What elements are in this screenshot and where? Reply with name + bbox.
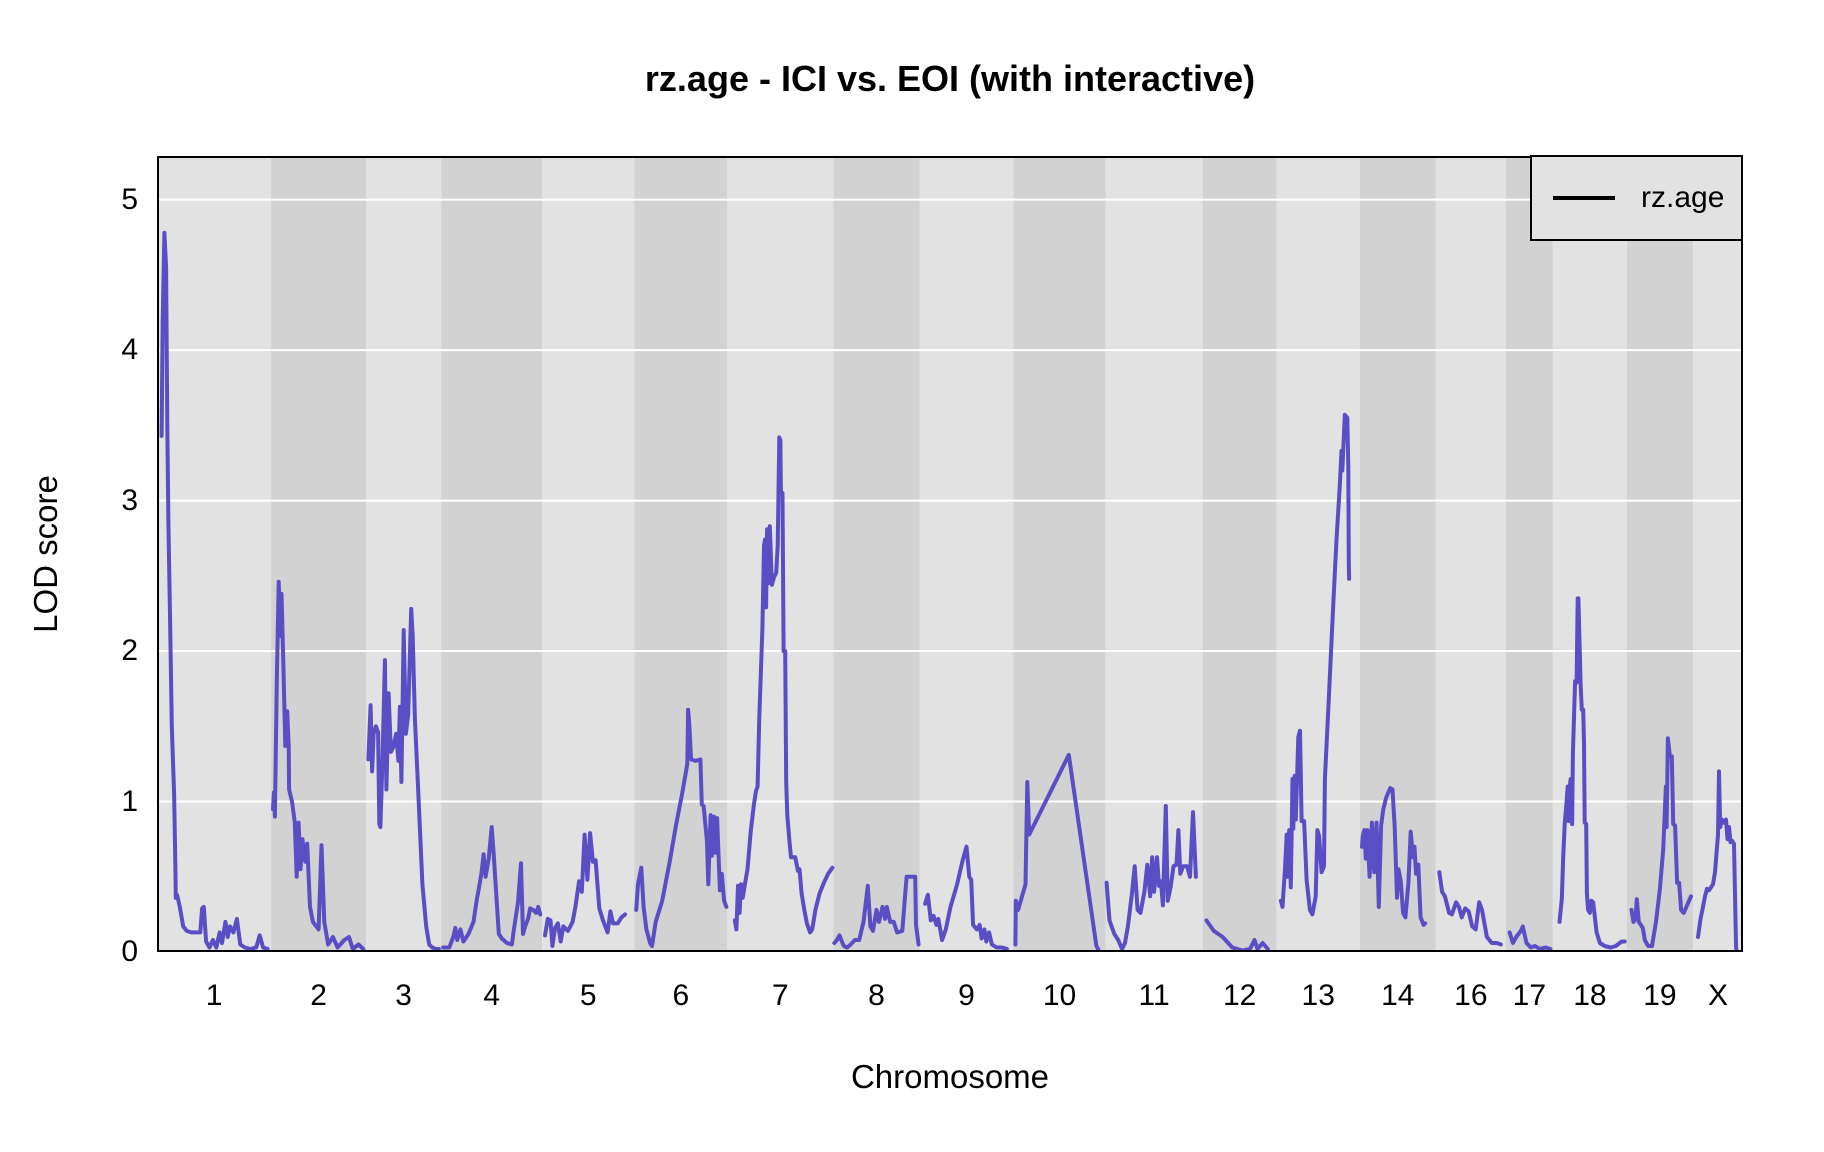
x-tick-label-4: 4	[483, 979, 501, 1012]
y-tick-label-3: 3	[121, 483, 138, 517]
lod-curve-chr17	[1507, 924, 1553, 951]
x-tick-label-X: X	[1707, 979, 1728, 1012]
chromosome-band-9	[919, 156, 1014, 952]
chromosome-band-12	[1202, 156, 1277, 952]
lod-curve-chart	[157, 156, 1743, 954]
plot-area	[157, 156, 1743, 954]
x-tick-label-16: 16	[1454, 979, 1488, 1012]
lod-curve-chr5	[543, 831, 628, 948]
x-tick-label-14: 14	[1381, 979, 1415, 1012]
legend-box: rz.age	[1530, 155, 1743, 241]
x-tick-label-19: 19	[1643, 979, 1677, 1012]
x-tick-label-2: 2	[310, 979, 327, 1012]
lod-curve-chr1	[159, 230, 270, 951]
x-axis-title: Chromosome	[850, 1058, 1050, 1095]
x-tick-label-13: 13	[1301, 979, 1335, 1012]
y-tick-label-1: 1	[121, 784, 138, 818]
y-tick-label-2: 2	[121, 634, 138, 668]
lod-curve-chr19	[1629, 736, 1693, 948]
x-tick-label-1: 1	[205, 979, 223, 1012]
lod-curve-chr18	[1557, 596, 1627, 950]
lod-curve-chr9	[923, 844, 1009, 951]
chromosome-band-17	[1505, 156, 1553, 952]
lod-curve-chr3	[366, 606, 441, 951]
lod-curve-chr14	[1360, 786, 1428, 927]
y-tick-label-0: 0	[121, 935, 138, 968]
lod-curve-chr2	[271, 579, 366, 951]
chromosome-band-7	[727, 156, 834, 952]
plot-border	[157, 156, 1743, 952]
lod-curve-chr12	[1204, 918, 1270, 953]
lod-curve-chr10	[1013, 752, 1101, 951]
chart-title: rz.age - ICI vs. EOI (with interactive)	[644, 58, 1256, 99]
chromosome-band-2	[271, 156, 367, 952]
lod-curve-chr13	[1278, 412, 1352, 917]
lod-curve-chr8	[832, 874, 921, 950]
x-tick-label-11: 11	[1138, 979, 1170, 1012]
chromosome-band-16	[1435, 156, 1506, 952]
chromosome-band-8	[833, 156, 920, 952]
x-tick-label-12: 12	[1222, 979, 1257, 1012]
x-tick-label-10: 10	[1042, 979, 1077, 1012]
lod-curve-chr4	[441, 825, 543, 950]
x-tick-label-8: 8	[868, 979, 885, 1012]
x-tick-label-9: 9	[958, 979, 975, 1012]
lod-curve-chr11	[1104, 804, 1198, 951]
x-tick-label-18: 18	[1573, 979, 1607, 1012]
lod-curve-chr16	[1437, 870, 1503, 947]
x-tick-label-3: 3	[395, 979, 412, 1012]
x-tick-label-17: 17	[1512, 979, 1547, 1012]
chromosome-band-3	[366, 156, 442, 952]
legend-line-sample-icon	[1553, 196, 1615, 200]
x-tick-label-5: 5	[579, 979, 597, 1012]
chromosome-band-5	[542, 156, 635, 952]
lod-curve-chr7	[732, 435, 835, 935]
y-tick-label-4: 4	[121, 333, 138, 367]
lod-curve-chr6	[634, 707, 729, 948]
y-tick-label-5: 5	[121, 182, 138, 216]
chromosome-band-11	[1105, 156, 1203, 952]
chromosome-band-4	[441, 156, 543, 952]
chromosome-band-14	[1359, 156, 1436, 952]
x-tick-label-7: 7	[772, 979, 789, 1012]
chromosome-band-19	[1626, 156, 1693, 952]
legend-label: rz.age	[1641, 181, 1725, 214]
lod-curve-chrX	[1696, 769, 1739, 954]
x-tick-label-6: 6	[672, 979, 690, 1012]
